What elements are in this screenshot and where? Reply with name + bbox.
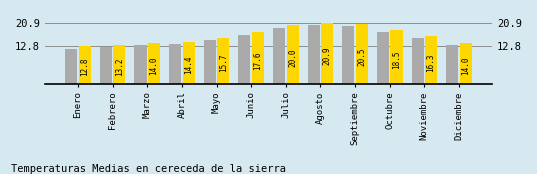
Bar <box>134 45 147 84</box>
Bar <box>217 38 229 84</box>
Bar <box>79 46 91 84</box>
Bar <box>204 40 216 84</box>
Bar <box>148 43 160 84</box>
Bar <box>169 44 181 84</box>
Text: 17.6: 17.6 <box>253 51 263 70</box>
Bar <box>390 30 403 84</box>
Bar <box>183 42 195 84</box>
Bar <box>238 35 250 84</box>
Text: 16.3: 16.3 <box>426 53 436 72</box>
Text: 14.0: 14.0 <box>149 56 158 74</box>
Bar <box>308 25 320 84</box>
Bar <box>100 48 112 84</box>
Text: 12.8: 12.8 <box>80 58 89 76</box>
Bar <box>65 49 77 84</box>
Text: 14.0: 14.0 <box>461 56 470 74</box>
Bar <box>321 23 333 84</box>
Text: 18.5: 18.5 <box>392 50 401 69</box>
Bar <box>273 27 285 84</box>
Text: 13.2: 13.2 <box>115 57 124 76</box>
Bar <box>287 25 299 84</box>
Bar <box>460 43 472 84</box>
Text: 15.7: 15.7 <box>219 54 228 72</box>
Bar <box>356 24 368 84</box>
Bar <box>252 32 264 84</box>
Text: 14.4: 14.4 <box>184 56 193 74</box>
Bar <box>446 45 458 84</box>
Bar <box>113 45 126 84</box>
Bar <box>425 36 437 84</box>
Bar <box>411 38 424 84</box>
Text: 20.0: 20.0 <box>288 48 297 67</box>
Bar <box>342 26 354 84</box>
Text: 20.5: 20.5 <box>357 48 366 66</box>
Bar <box>377 32 389 84</box>
Text: Temperaturas Medias en cereceda de la sierra: Temperaturas Medias en cereceda de la si… <box>11 164 286 174</box>
Text: 20.9: 20.9 <box>323 47 332 65</box>
